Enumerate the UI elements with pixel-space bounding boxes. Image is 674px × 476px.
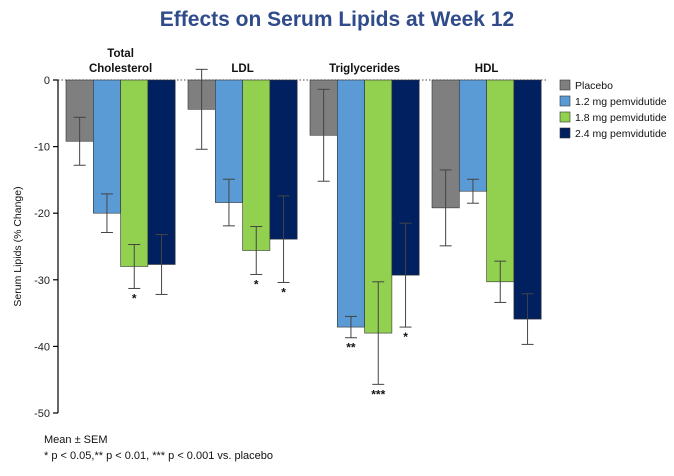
group-label: Cholesterol [89, 63, 152, 75]
bar [336, 79, 365, 328]
y-tick-label: -50 [34, 408, 50, 420]
group-label: Triglycerides [329, 63, 400, 75]
y-axis-label: Serum Lipids (% Change) [12, 186, 24, 306]
significance-marker: * [403, 330, 408, 344]
group-label: LDL [231, 63, 253, 75]
y-tick-label: -40 [34, 341, 50, 353]
significance-marker: * [254, 277, 259, 291]
bar [242, 79, 271, 251]
legend-swatch [559, 111, 571, 123]
significance-marker: *** [371, 387, 385, 401]
notes-mean-sem: Mean ± SEM [44, 434, 108, 446]
legend-label: 2.4 mg pemvidutide [575, 128, 667, 140]
legend-swatch [559, 95, 571, 107]
legend-label: 1.8 mg pemvidutide [575, 112, 667, 124]
y-tick-label: -20 [34, 208, 50, 220]
legend-swatch [559, 79, 571, 91]
significance-marker: ** [346, 341, 356, 355]
bar [120, 79, 149, 267]
y-tick-label: 0 [44, 75, 50, 87]
group-label: HDL [475, 63, 499, 75]
legend-label: 1.2 mg pemvidutide [575, 96, 667, 108]
bar [93, 79, 121, 214]
significance-marker: * [132, 291, 137, 305]
y-tick-label: -30 [34, 275, 50, 287]
bar [513, 79, 542, 320]
chart-notes: Mean ± SEM * p < 0.05,** p < 0.01, *** p… [44, 432, 273, 464]
bar [147, 79, 176, 265]
bar [458, 79, 487, 192]
legend-swatch [559, 127, 571, 139]
group-label: Total [107, 48, 134, 60]
y-tick-label: -10 [34, 142, 50, 154]
chart-title: Effects on Serum Lipids at Week 12 [159, 8, 515, 31]
bar [486, 79, 515, 283]
legend-label: Placebo [575, 80, 613, 92]
significance-marker: * [281, 285, 286, 299]
notes-significance: * p < 0.05,** p < 0.01, *** p < 0.001 vs… [44, 450, 274, 462]
